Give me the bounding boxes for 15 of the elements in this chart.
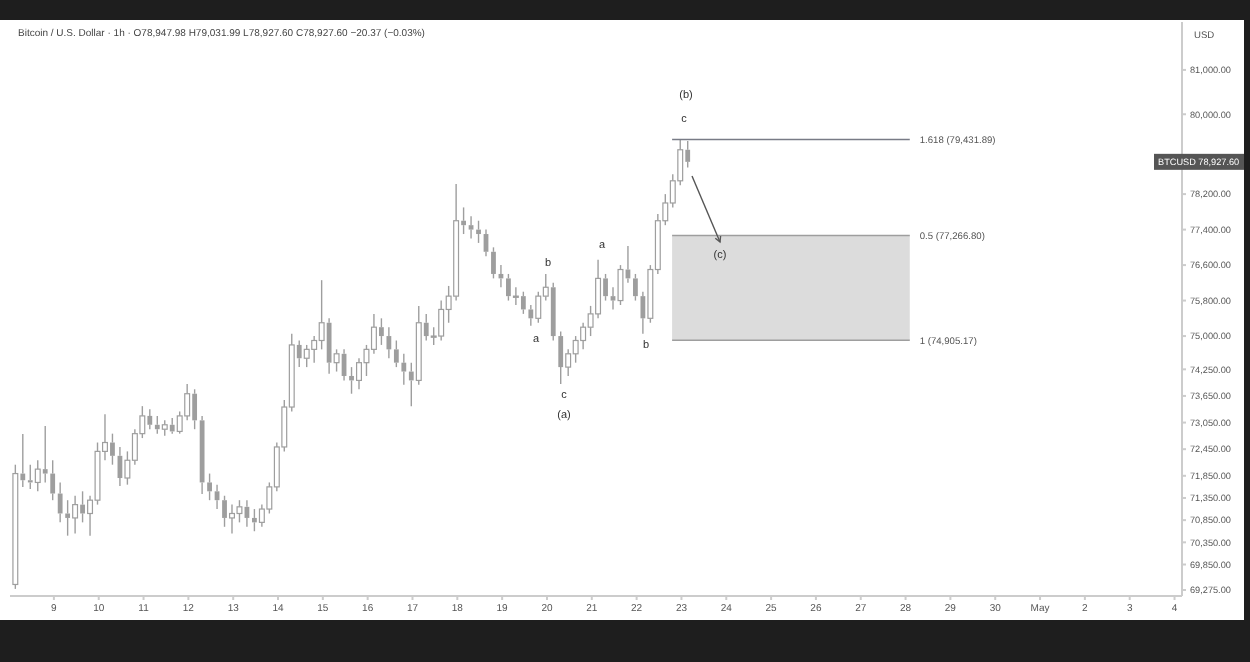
candlestick: [512, 286, 519, 306]
candlestick: [326, 317, 332, 375]
candlestick: [356, 357, 362, 390]
candlestick: [147, 408, 153, 430]
candlestick: [228, 503, 235, 535]
candlestick: [453, 183, 460, 302]
candlestick: [468, 215, 474, 240]
candlestick: [386, 326, 392, 359]
candlestick: [199, 415, 205, 495]
candlestick: [438, 299, 445, 342]
candlestick: [401, 353, 407, 386]
candlestick: [57, 481, 63, 524]
candlestick: [595, 259, 602, 320]
candlestick: [370, 313, 377, 355]
candlestick: [72, 495, 79, 535]
